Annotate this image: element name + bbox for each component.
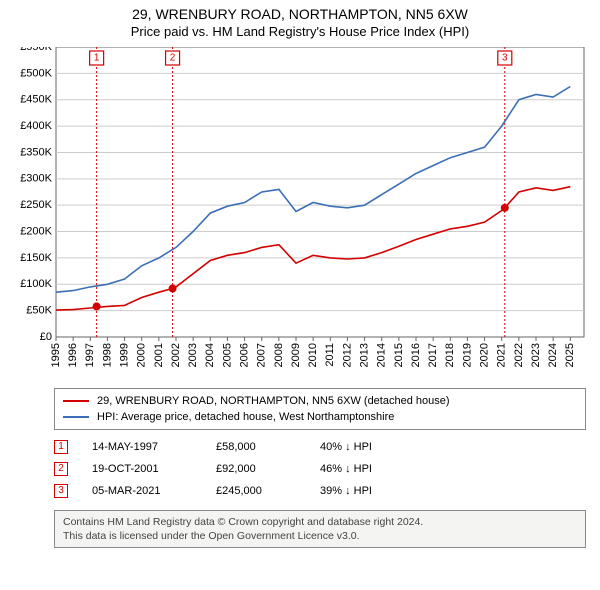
x-tick-label: 2020 [478,343,490,367]
x-tick-label: 2005 [221,343,233,367]
x-tick-label: 1999 [118,343,130,367]
sale-marker-dot [93,302,101,310]
x-tick-label: 2017 [427,343,439,367]
x-tick-label: 2014 [376,343,388,367]
y-tick-label: £50K [26,305,52,317]
y-tick-label: £150K [20,252,52,264]
title-line2: Price paid vs. HM Land Registry's House … [0,24,600,39]
x-tick-label: 2024 [547,343,559,367]
x-tick-label: 2007 [256,343,268,367]
event-pct-vs-hpi: 40% ↓ HPI [320,436,400,458]
x-tick-label: 2008 [273,343,285,367]
x-tick-label: 2010 [307,343,319,367]
x-tick-label: 2000 [136,343,148,367]
event-price: £245,000 [216,480,296,502]
y-tick-label: £250K [20,199,52,211]
y-tick-label: £350K [20,146,52,158]
x-tick-label: 2025 [564,343,576,367]
x-tick-label: 2023 [530,343,542,367]
event-date: 05-MAR-2021 [92,480,192,502]
x-tick-label: 2015 [393,343,405,367]
x-tick-label: 2022 [513,343,525,367]
event-badge: 1 [54,440,68,454]
y-tick-label: £100K [20,278,52,290]
y-tick-label: £500K [20,67,52,79]
legend: 29, WRENBURY ROAD, NORTHAMPTON, NN5 6XW … [54,388,586,430]
price-chart: £0 £50K £100K £150K £200K £250K £300K £350K £400… [10,47,590,382]
x-tick-label: 2002 [170,343,182,367]
legend-swatch [63,400,89,402]
event-badge: 2 [54,462,68,476]
legend-item: HPI: Average price, detached house, West… [63,409,577,425]
sale-marker-num: 3 [502,53,508,64]
x-tick-label: 2011 [324,343,336,367]
event-badge: 3 [54,484,68,498]
title-line1: 29, WRENBURY ROAD, NORTHAMPTON, NN5 6XW [0,6,600,22]
chart-container: £0 £50K £100K £150K £200K £250K £300K £350K £400… [10,47,590,382]
x-tick-label: 2003 [187,343,199,367]
event-price: £92,000 [216,458,296,480]
y-tick-label: £550K [20,47,52,53]
x-tick-label: 1996 [67,343,79,367]
sale-marker-num: 2 [170,53,176,64]
x-tick-label: 2021 [496,343,508,367]
sale-marker-dot [501,204,509,212]
event-date: 14-MAY-1997 [92,436,192,458]
sale-marker-dot [169,284,177,292]
legend-swatch [63,416,89,418]
event-price: £58,000 [216,436,296,458]
event-row: 1 14-MAY-1997 £58,000 40% ↓ HPI [54,436,586,458]
x-tick-label: 2001 [153,343,165,367]
event-pct-vs-hpi: 39% ↓ HPI [320,480,400,502]
sale-marker-num: 1 [94,53,100,64]
x-tick-label: 2004 [204,343,216,367]
license-line1: Contains HM Land Registry data © Crown c… [63,515,577,529]
license-notice: Contains HM Land Registry data © Crown c… [54,510,586,548]
event-row: 3 05-MAR-2021 £245,000 39% ↓ HPI [54,480,586,502]
sale-events: 1 14-MAY-1997 £58,000 40% ↓ HPI 2 19-OCT-2001… [54,436,586,502]
x-tick-label: 2009 [290,343,302,367]
y-tick-label: £400K [20,120,52,132]
legend-item: 29, WRENBURY ROAD, NORTHAMPTON, NN5 6XW … [63,393,577,409]
event-date: 19-OCT-2001 [92,458,192,480]
event-pct-vs-hpi: 46% ↓ HPI [320,458,400,480]
license-line2: This data is licensed under the Open Gov… [63,529,577,543]
legend-label: 29, WRENBURY ROAD, NORTHAMPTON, NN5 6XW … [97,393,450,409]
legend-label: HPI: Average price, detached house, West… [97,409,394,425]
y-tick-label: £0 [40,331,52,343]
event-row: 2 19-OCT-2001 £92,000 46% ↓ HPI [54,458,586,480]
x-tick-label: 2018 [444,343,456,367]
title-block: 29, WRENBURY ROAD, NORTHAMPTON, NN5 6XW … [0,0,600,39]
x-tick-label: 2012 [341,343,353,367]
x-tick-label: 2006 [238,343,250,367]
x-tick-label: 1998 [101,343,113,367]
x-tick-label: 1997 [84,343,96,367]
x-tick-label: 1995 [50,343,62,367]
x-tick-label: 2019 [461,343,473,367]
y-tick-label: £450K [20,94,52,106]
y-tick-label: £300K [20,173,52,185]
x-tick-label: 2016 [410,343,422,367]
x-tick-label: 2013 [358,343,370,367]
y-tick-label: £200K [20,225,52,237]
